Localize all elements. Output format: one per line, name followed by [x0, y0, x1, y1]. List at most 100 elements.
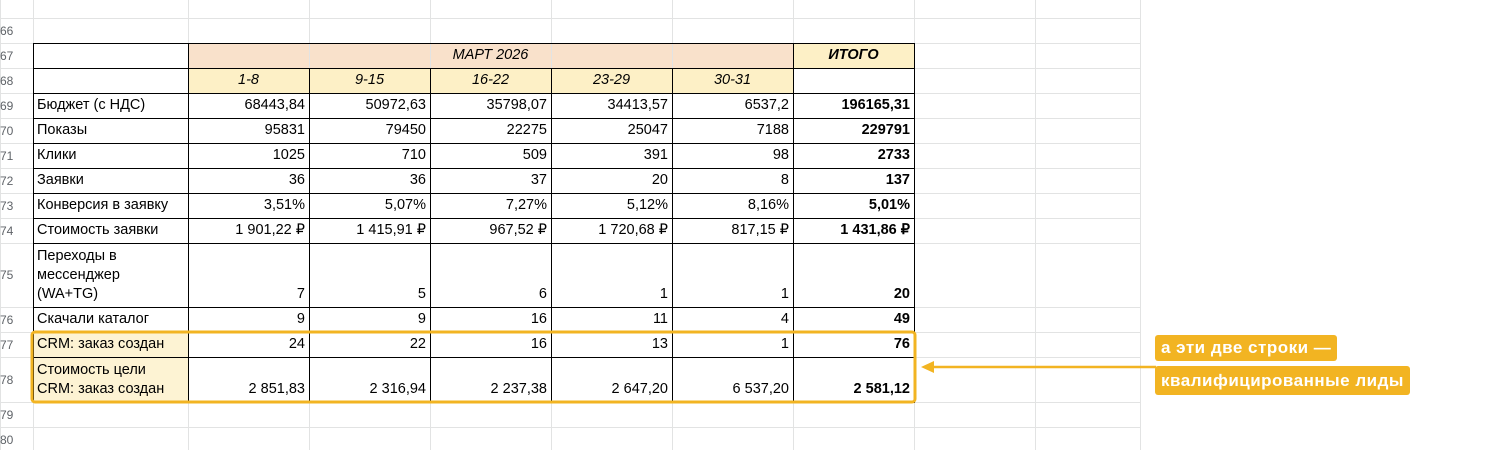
row-number: 68 — [0, 73, 14, 88]
row-number: 66 — [0, 23, 14, 38]
row-number: 78 — [0, 372, 14, 387]
value-cell: 1 415,91 ₽ — [356, 222, 426, 238]
row-number: 79 — [0, 407, 14, 422]
value-cell: 9 — [296, 311, 305, 327]
value-cell: 1 901,22 ₽ — [235, 222, 305, 238]
value-cell: 11 — [652, 311, 668, 327]
value-cell: 22 — [409, 336, 426, 352]
value-cell: 7188 — [756, 122, 789, 138]
value-cell: 6537,2 — [744, 97, 789, 113]
value-cell: 509 — [522, 147, 547, 163]
value-cell: 7 — [296, 286, 305, 302]
value-cell: 8,16% — [747, 197, 789, 213]
row-label: Конверсия в заявку — [37, 197, 169, 213]
table-border — [188, 43, 189, 402]
value-cell: 22275 — [506, 122, 547, 138]
period-header: 9-15 — [354, 72, 385, 88]
value-cell: 2 851,83 — [248, 381, 305, 397]
table-border — [33, 193, 915, 194]
value-cell: 2 237,38 — [490, 381, 547, 397]
table-border — [33, 402, 915, 403]
annotation-line: квалифицированные лиды — [1155, 366, 1410, 395]
value-cell: 1025 — [272, 147, 305, 163]
value-cell: 35798,07 — [486, 97, 547, 113]
table-border — [33, 307, 915, 308]
value-cell: 36 — [409, 172, 426, 188]
value-cell: 13 — [651, 336, 668, 352]
value-cell: 5,01% — [868, 197, 910, 213]
grid-line — [0, 18, 1140, 19]
row-number: 71 — [0, 148, 14, 163]
value-cell: 95831 — [264, 122, 305, 138]
table-border — [33, 143, 915, 144]
value-cell: 1 431,86 ₽ — [840, 222, 910, 238]
row-number: 74 — [0, 223, 14, 238]
period-header: 23-29 — [592, 72, 631, 88]
row-label: Переходы в мессенджер (WA+TG) — [37, 248, 120, 302]
row-label: Показы — [37, 122, 88, 138]
row-number: 80 — [0, 432, 14, 447]
row-number: 73 — [0, 198, 14, 213]
table-border — [33, 43, 915, 44]
row-number: 72 — [0, 173, 14, 188]
period-header: 30-31 — [713, 72, 752, 88]
row-number: 70 — [0, 123, 14, 138]
row-number: 75 — [0, 268, 14, 282]
value-cell: 36 — [288, 172, 305, 188]
value-cell: 1 — [780, 336, 789, 352]
value-cell: 16 — [530, 336, 547, 352]
value-cell: 76 — [893, 336, 910, 352]
table-border — [33, 218, 915, 219]
value-cell: 1 720,68 ₽ — [598, 222, 668, 238]
table-border — [430, 68, 431, 402]
value-cell: 79450 — [385, 122, 426, 138]
value-cell: 34413,57 — [607, 97, 668, 113]
row-label: Клики — [37, 147, 77, 163]
cell-fill — [188, 43, 793, 68]
value-cell: 137 — [885, 172, 910, 188]
row-number: 76 — [0, 312, 14, 327]
table-border — [551, 68, 552, 402]
value-cell: 16 — [530, 311, 547, 327]
value-cell: 68443,84 — [244, 97, 305, 113]
arrow-head — [921, 361, 934, 373]
period-header: 1-8 — [238, 72, 259, 88]
row-label: Заявки — [37, 172, 84, 188]
grid-line — [1035, 0, 1036, 450]
cell-fill — [793, 43, 914, 68]
value-cell: 5,07% — [384, 197, 426, 213]
value-cell: 37 — [530, 172, 547, 188]
value-cell: 710 — [401, 147, 426, 163]
table-border — [793, 43, 794, 402]
value-cell: 6 537,20 — [732, 381, 789, 397]
row-label: Бюджет (с НДС) — [37, 97, 146, 113]
table-border — [33, 243, 915, 244]
value-cell: 1 — [780, 286, 789, 302]
table-border — [672, 68, 673, 402]
table-border — [33, 43, 34, 402]
value-cell: 2 581,12 — [853, 381, 910, 397]
value-cell: 5 — [417, 286, 426, 302]
value-cell: 6 — [538, 286, 547, 302]
row-label: Стоимость заявки — [37, 222, 159, 238]
annotation-line: а эти две строки — — [1155, 335, 1338, 361]
cell-fill — [188, 68, 793, 93]
value-cell: 25047 — [627, 122, 668, 138]
grid-line — [0, 0, 1, 450]
value-cell: 50972,63 — [365, 97, 426, 113]
total-header: ИТОГО — [828, 47, 879, 63]
row-number: 67 — [0, 48, 14, 63]
value-cell: 98 — [772, 147, 789, 163]
value-cell: 4 — [780, 311, 789, 327]
grid-line — [0, 427, 1140, 428]
value-cell: 9 — [417, 311, 426, 327]
value-cell: 3,51% — [263, 197, 305, 213]
table-border — [309, 68, 310, 402]
value-cell: 49 — [893, 311, 910, 327]
value-cell: 391 — [643, 147, 668, 163]
value-cell: 8 — [780, 172, 789, 188]
value-cell: 20 — [893, 286, 910, 302]
row-number: 77 — [0, 337, 14, 352]
value-cell: 229791 — [861, 122, 910, 138]
